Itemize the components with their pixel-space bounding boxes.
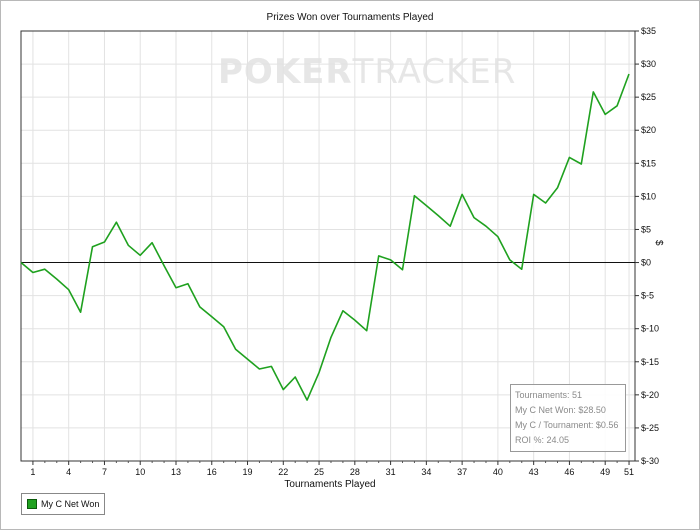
x-tick-label: 49: [600, 467, 610, 477]
series-group: [20, 73, 630, 401]
y-axis-ticks: $35 $30 $25 $20 $15 $10 $5 $0 $-5 $-10 $-15 $-20 $-2…: [635, 26, 659, 466]
x-tick-label: 19: [243, 467, 253, 477]
x-tick-label: 46: [564, 467, 574, 477]
y-tick-label: $5: [641, 224, 651, 234]
x-axis-label: Tournaments Played: [284, 479, 376, 490]
y-tick-label: $35: [641, 26, 656, 36]
stats-net-won: My C Net Won: $28.50: [515, 405, 606, 415]
x-tick-label: 10: [135, 467, 145, 477]
plot-area-border: [20, 30, 636, 462]
stats-tournaments: Tournaments: 51: [515, 390, 583, 400]
y-axis-label: $: [653, 240, 664, 246]
y-tick-label: $15: [641, 158, 656, 168]
stats-per-tournament: My C / Tournament: $0.56: [515, 420, 619, 430]
x-tick-label: 4: [66, 467, 71, 477]
y-tick-label: $-15: [641, 357, 659, 367]
x-tick-label: 1: [30, 467, 35, 477]
legend-swatch: [27, 499, 37, 509]
x-tick-label: 37: [457, 467, 467, 477]
y-tick-label: $-20: [641, 390, 659, 400]
x-tick-label: 34: [421, 467, 431, 477]
x-axis-ticks: 1 4 7 10 13 16 19 22 25 28 31 34 37 40 43 46 49 51: [30, 461, 634, 477]
y-tick-label: $10: [641, 191, 656, 201]
y-tick-label: $-10: [641, 324, 659, 334]
x-tick-label: 43: [529, 467, 539, 477]
stats-roi: ROI %: 24.05: [515, 435, 570, 445]
y-tick-label: $20: [641, 125, 656, 135]
watermark-light: TRACKER: [352, 52, 517, 92]
x-tick-label: 40: [493, 467, 503, 477]
y-tick-label: $30: [641, 59, 656, 69]
x-tick-label: 28: [350, 467, 360, 477]
legend-label: My C Net Won: [41, 499, 100, 509]
x-tick-label: 51: [624, 467, 634, 477]
y-tick-label: $0: [641, 258, 651, 268]
legend: My C Net Won: [21, 493, 105, 515]
x-tick-label: 16: [207, 467, 217, 477]
y-tick-label: $-30: [641, 456, 659, 466]
x-tick-label: 22: [278, 467, 288, 477]
watermark-bold: POKER: [218, 52, 353, 92]
chart-title: Prizes Won over Tournaments Played: [266, 12, 434, 23]
y-tick-label: $-5: [641, 291, 654, 301]
x-tick-label: 31: [386, 467, 396, 477]
y-tick-label: $25: [641, 92, 656, 102]
x-tick-label: 7: [102, 467, 107, 477]
x-tick-label: 13: [171, 467, 181, 477]
watermark: POKERTRACKER: [218, 52, 516, 92]
stats-box: Tournaments: 51 My C Net Won: $28.50 My …: [510, 384, 626, 452]
y-tick-label: $-25: [641, 423, 659, 433]
series-line-my-c-net-won: [20, 73, 630, 401]
x-tick-label: 25: [314, 467, 324, 477]
